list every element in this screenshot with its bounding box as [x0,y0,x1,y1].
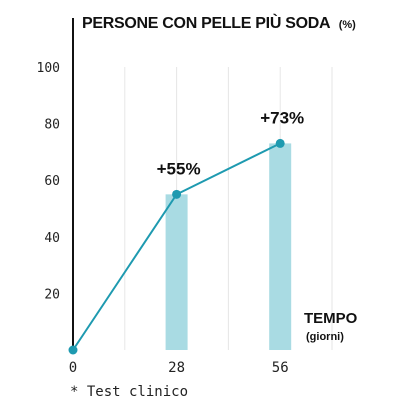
bar [165,194,188,350]
chart-title: PERSONE CON PELLE PIÙ SODA (%) [82,13,356,32]
chart-title-text: PERSONE CON PELLE PIÙ SODA [82,13,331,32]
y-tick-label: 40 [44,231,60,246]
bar [269,143,292,350]
data-point [68,345,78,355]
annotations: +55% +73% [157,108,305,178]
annotation-label: +73% [260,108,304,127]
y-tick-label: 20 [44,287,60,302]
series-line-group [68,138,285,355]
x-tick-label: 28 [168,360,185,376]
bars [165,143,292,350]
data-point [275,138,285,148]
data-point [172,189,182,199]
y-tick-label: 60 [44,174,60,189]
annotation-label: +55% [157,159,201,178]
x-tick-labels: 0 28 56 [69,360,289,376]
y-tick-label: 100 [37,61,60,76]
y-tick-labels: 20 40 60 80 100 [37,61,60,302]
chart-title-unit: (%) [339,19,356,31]
footnote: * Test clinico [70,384,189,400]
x-axis-unit: (giorni) [306,331,344,343]
y-tick-label: 80 [44,118,60,133]
x-tick-label: 56 [272,360,289,376]
x-axis-label: TEMPO [304,310,358,327]
x-tick-label: 0 [69,360,77,376]
